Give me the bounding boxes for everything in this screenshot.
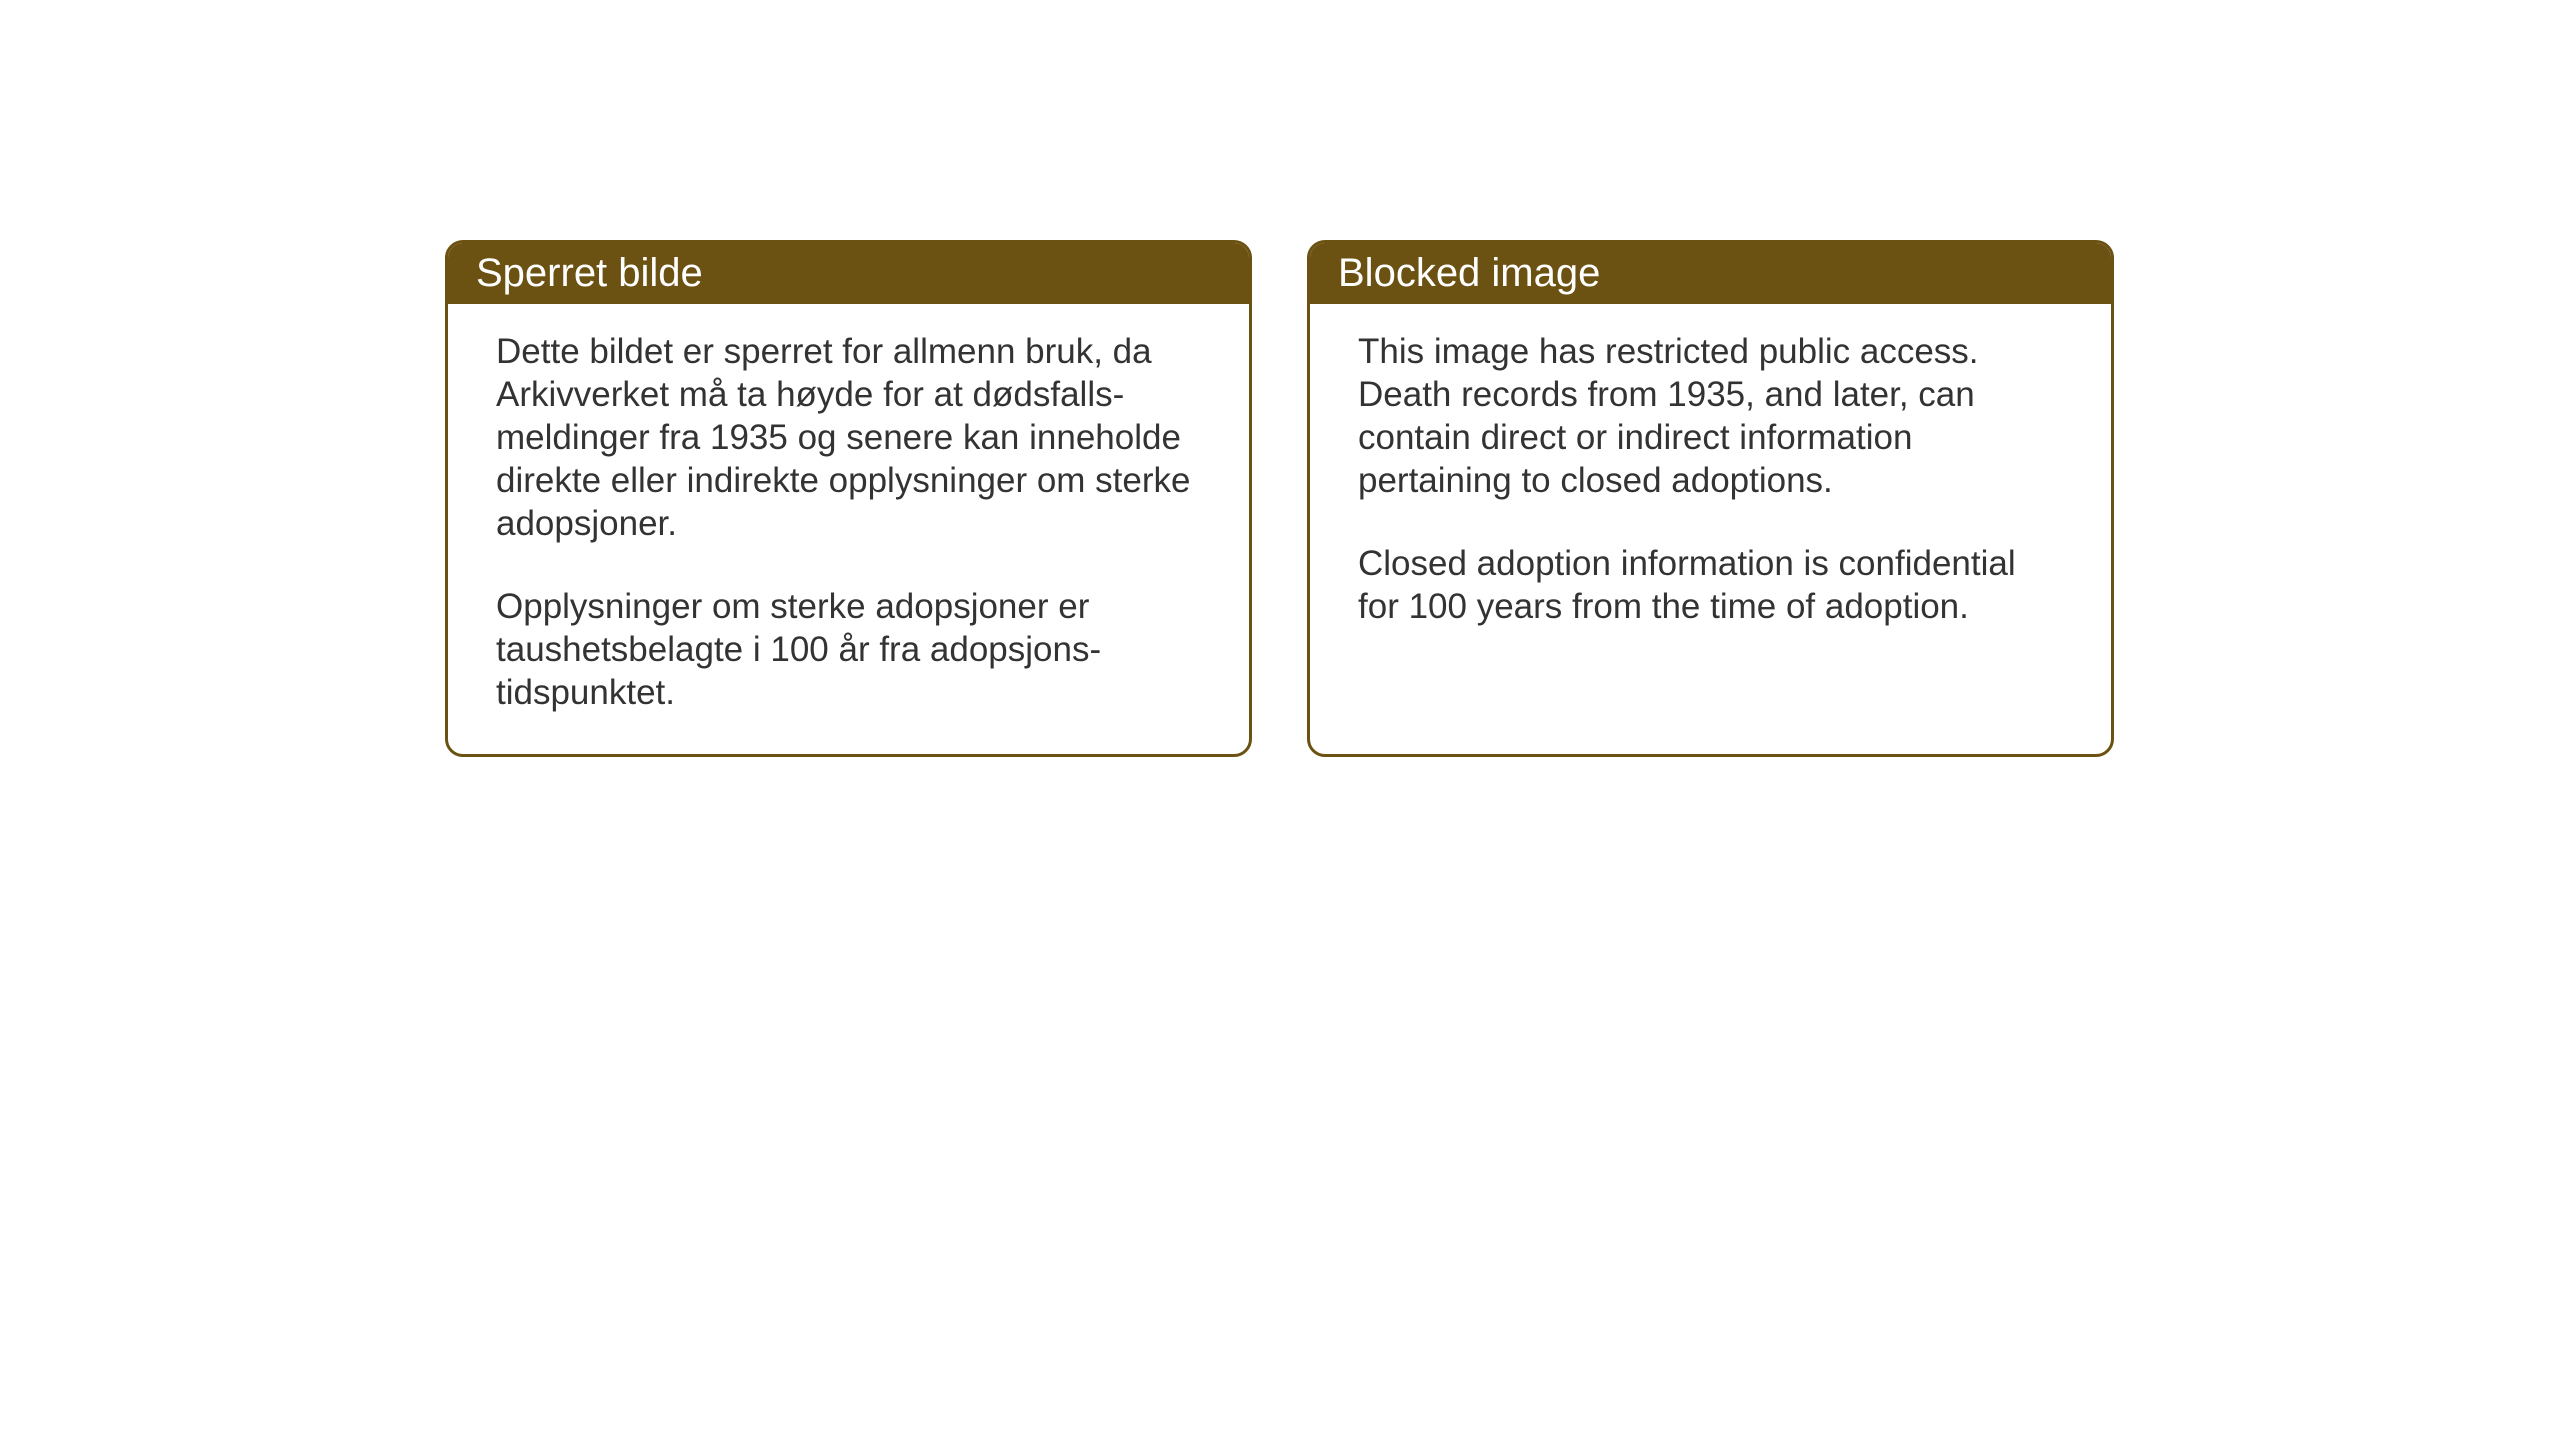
notice-box-english: Blocked image This image has restricted … xyxy=(1307,240,2114,757)
notice-paragraph-1-norwegian: Dette bildet er sperret for allmenn bruk… xyxy=(496,330,1201,545)
notice-title-english: Blocked image xyxy=(1338,251,1600,295)
notice-paragraph-2-norwegian: Opplysninger om sterke adopsjoner er tau… xyxy=(496,585,1201,714)
notice-paragraph-2-english: Closed adoption information is confident… xyxy=(1358,542,2063,628)
notice-box-norwegian: Sperret bilde Dette bildet er sperret fo… xyxy=(445,240,1252,757)
notice-paragraph-1-english: This image has restricted public access.… xyxy=(1358,330,2063,502)
notice-header-english: Blocked image xyxy=(1310,243,2111,304)
notice-title-norwegian: Sperret bilde xyxy=(476,251,703,295)
notice-body-english: This image has restricted public access.… xyxy=(1310,304,2111,668)
notice-container: Sperret bilde Dette bildet er sperret fo… xyxy=(445,240,2114,757)
notice-header-norwegian: Sperret bilde xyxy=(448,243,1249,304)
notice-body-norwegian: Dette bildet er sperret for allmenn bruk… xyxy=(448,304,1249,754)
